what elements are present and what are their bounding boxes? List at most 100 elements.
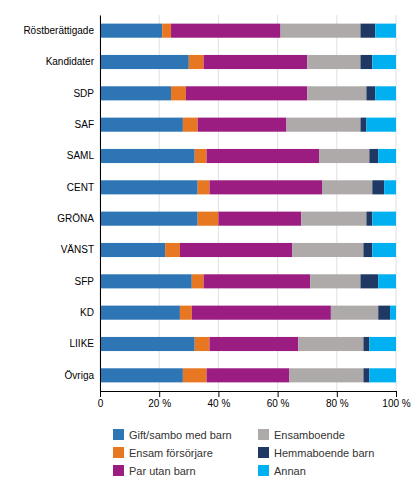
grid-line (218, 15, 219, 391)
tick-label: SDP (73, 88, 94, 99)
bar (363, 243, 372, 257)
bar (204, 55, 308, 69)
tick: 20 % (148, 391, 171, 409)
tick: Kandidater (46, 56, 100, 67)
bar (210, 337, 299, 351)
tick-mark (396, 391, 397, 397)
grid-line (100, 15, 101, 391)
bar (100, 212, 198, 226)
y-axis: Röstberättigade Kandidater SDP SAF SAML CENT G… (23, 16, 100, 392)
bar (100, 24, 162, 38)
bar (100, 337, 195, 351)
tick-mark (159, 391, 160, 397)
legend-item: Ensamboende (258, 429, 345, 441)
legend-item: Par utan barn (113, 465, 196, 477)
legend-swatch (113, 465, 124, 476)
legend-label: Ensamboende (274, 429, 345, 441)
bar (307, 86, 366, 100)
bar (189, 55, 204, 69)
bar (204, 274, 311, 288)
bar (180, 243, 292, 257)
bar (198, 180, 210, 194)
bar (207, 149, 319, 163)
legend-label: Gift/sambo med barn (129, 429, 232, 441)
tick: SAML (67, 150, 100, 161)
bar (322, 180, 372, 194)
tick: 0 (98, 391, 104, 409)
plot: 0 20 % 40 % 60 % 80 % 100 % Röstberättigade Kan… (23, 15, 410, 409)
tick-mark (218, 391, 219, 397)
bar (372, 212, 396, 226)
bar (369, 149, 378, 163)
bar (180, 306, 192, 320)
legend-item: Ensam försörjare (113, 447, 213, 459)
tick-label: 20 % (148, 398, 171, 409)
bar (372, 180, 384, 194)
bar (366, 118, 396, 132)
tick-label: Röstberättigade (23, 25, 94, 36)
bar (210, 180, 322, 194)
grid-line (159, 15, 160, 391)
bar (372, 55, 396, 69)
bar (375, 86, 396, 100)
bar (195, 149, 207, 163)
bar (366, 86, 375, 100)
bar (366, 212, 372, 226)
tick: SAF (75, 119, 100, 130)
series (162, 24, 218, 383)
bar (100, 149, 195, 163)
grid (100, 15, 396, 391)
bar (100, 368, 183, 382)
bar (378, 274, 396, 288)
tick-label: LIIKE (70, 338, 95, 349)
tick-label: SAML (67, 150, 95, 161)
legend-swatch (258, 429, 269, 440)
legend-label: Ensam försörjare (129, 447, 213, 459)
bar (183, 368, 207, 382)
series (360, 24, 390, 383)
bar (286, 118, 360, 132)
bar (369, 368, 396, 382)
legend-swatch (258, 447, 269, 458)
bar (100, 118, 183, 132)
bar (186, 86, 307, 100)
bar (292, 243, 363, 257)
series (281, 24, 379, 383)
tick: VÄNST (61, 244, 100, 255)
tick-label: Kandidater (46, 56, 95, 67)
legend-item: Gift/sambo med barn (113, 429, 232, 441)
bar (369, 337, 396, 351)
tick-label: 80 % (326, 398, 349, 409)
bar (289, 368, 363, 382)
axis-domain (100, 16, 101, 392)
tick-label: CENT (67, 182, 94, 193)
bar (390, 306, 396, 320)
tick-label: KD (80, 307, 94, 318)
bar (384, 180, 396, 194)
series (171, 24, 331, 383)
bar (165, 243, 180, 257)
bar (162, 24, 171, 38)
bar (171, 24, 281, 38)
tick: 100 % (382, 391, 410, 409)
axis-domain (101, 392, 397, 398)
bar (100, 86, 171, 100)
bar (198, 118, 287, 132)
bar (100, 274, 192, 288)
bar (372, 243, 396, 257)
tick: 60 % (267, 391, 290, 409)
bar (218, 212, 301, 226)
tick-label: GRÖNA (57, 213, 94, 224)
bar (100, 55, 189, 69)
grid-line (336, 15, 337, 391)
tick-label: 40 % (208, 398, 231, 409)
bar (360, 274, 378, 288)
tick-label: SAF (75, 119, 94, 130)
bar (281, 24, 361, 38)
bar (100, 180, 198, 194)
tick: SDP (73, 88, 100, 99)
chart: 0 20 % 40 % 60 % 80 % 100 % Röstberättigade Kan… (0, 0, 416, 491)
legend-swatch (113, 429, 124, 440)
legend: Gift/sambo med barn Ensam försörjare Par u… (113, 429, 374, 477)
bar (183, 118, 198, 132)
